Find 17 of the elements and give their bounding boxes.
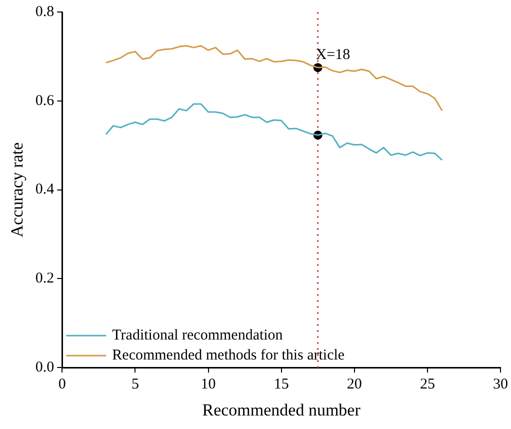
x-tick-label: 0 — [58, 376, 66, 393]
legend-label: Traditional recommendation — [112, 328, 284, 344]
y-tick-label: 0.8 — [35, 4, 54, 20]
y-tick-label: 0.2 — [35, 270, 54, 287]
x-tick-label: 30 — [493, 376, 508, 393]
x-tick-label: 10 — [200, 376, 216, 393]
legend-label: Recommended methods for this article — [112, 348, 345, 364]
x-tick-label: 15 — [274, 376, 289, 393]
y-tick-label: 0.4 — [35, 182, 55, 198]
y-axis-title: Accuracy rate — [8, 142, 27, 238]
x-tick-label: 25 — [420, 376, 435, 393]
x-tick-label: 20 — [346, 376, 362, 393]
y-tick-label: 0.6 — [35, 92, 55, 109]
annotation: X=18 — [316, 47, 350, 63]
x-axis-title: Recommended number — [202, 400, 361, 420]
y-tick-label: 0.0 — [35, 360, 54, 376]
x-tick-label: 5 — [131, 376, 139, 393]
